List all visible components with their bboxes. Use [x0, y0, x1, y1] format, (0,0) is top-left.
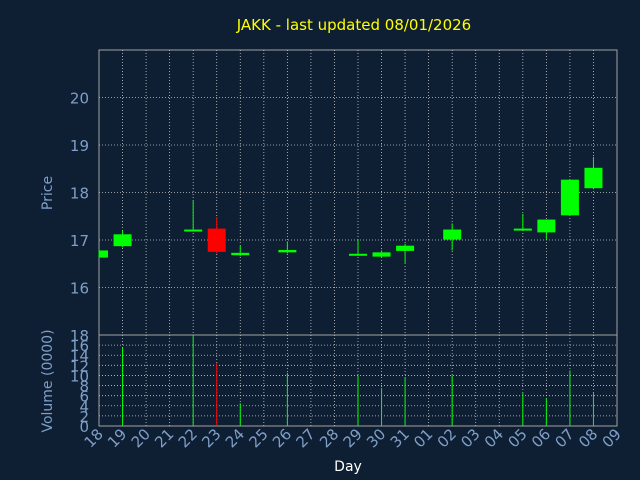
volume-tick-label: 0 [79, 418, 89, 436]
candle-body [231, 252, 250, 256]
x-tick-label: 24 [222, 425, 248, 451]
candle-body [278, 249, 297, 253]
x-tick-label: 21 [151, 425, 177, 451]
candle-body [396, 245, 415, 251]
candle-body [207, 228, 226, 252]
chart-title: JAKK - last updated 08/01/2026 [236, 16, 471, 34]
volume-axis-label: Volume (0000) [40, 329, 56, 432]
x-tick-label: 07 [552, 425, 578, 451]
price-tick-label: 18 [70, 185, 89, 203]
volume-tick-label: 10 [70, 367, 89, 385]
x-tick-label: 19 [104, 425, 130, 451]
price-tick-label: 17 [70, 232, 89, 250]
x-tick-label: 02 [434, 425, 460, 451]
volume-tick-label: 14 [70, 347, 89, 365]
x-tick-label: 28 [316, 425, 342, 451]
price-axis-label: Price [40, 176, 56, 210]
candle-body [99, 250, 108, 258]
x-axis-label: Day [334, 459, 362, 475]
x-tick-label: 20 [128, 425, 154, 451]
candle-body [537, 219, 556, 233]
volume-tick-label: 6 [79, 388, 89, 406]
candle-body [349, 253, 367, 256]
candle-body [584, 167, 603, 189]
x-tick-label: 08 [575, 425, 601, 451]
volume-tick-label: 18 [70, 327, 89, 345]
x-tick-label: 22 [175, 425, 201, 451]
x-tick-label: 04 [481, 425, 507, 451]
x-tick-label: 01 [410, 425, 436, 451]
x-tick-label: 05 [504, 425, 530, 451]
candle-body [372, 252, 391, 257]
x-tick-label: 09 [599, 425, 625, 451]
volume-tick-label: 8 [79, 378, 89, 396]
x-tick-label: 26 [269, 425, 295, 451]
price-tick-label: 19 [70, 137, 89, 155]
volume-panel: 0246810121416181819202122232425262728293… [70, 327, 625, 451]
volume-tick-label: 16 [70, 337, 89, 355]
candle-body [443, 229, 462, 240]
candle-body [184, 229, 203, 232]
price-tick-label: 16 [70, 280, 89, 298]
price-panel: 16 17 18 19 20 [70, 49, 618, 336]
price-tick-label: 20 [70, 90, 89, 108]
x-tick-label: 03 [457, 425, 483, 451]
x-tick-label: 25 [245, 425, 271, 451]
x-tick-label: 27 [293, 425, 319, 451]
x-tick-label: 30 [363, 425, 389, 451]
x-tick-label: 23 [198, 425, 224, 451]
x-tick-label: 06 [528, 425, 554, 451]
candle-body [560, 179, 579, 216]
candle-body [513, 228, 532, 231]
candle-body [113, 234, 132, 247]
volume-tick-label: 12 [70, 357, 89, 375]
volume-tick-label: 4 [79, 398, 89, 416]
x-tick-label: 29 [340, 425, 366, 451]
x-tick-label: 31 [387, 425, 413, 451]
volume-tick-label: 2 [79, 408, 89, 426]
